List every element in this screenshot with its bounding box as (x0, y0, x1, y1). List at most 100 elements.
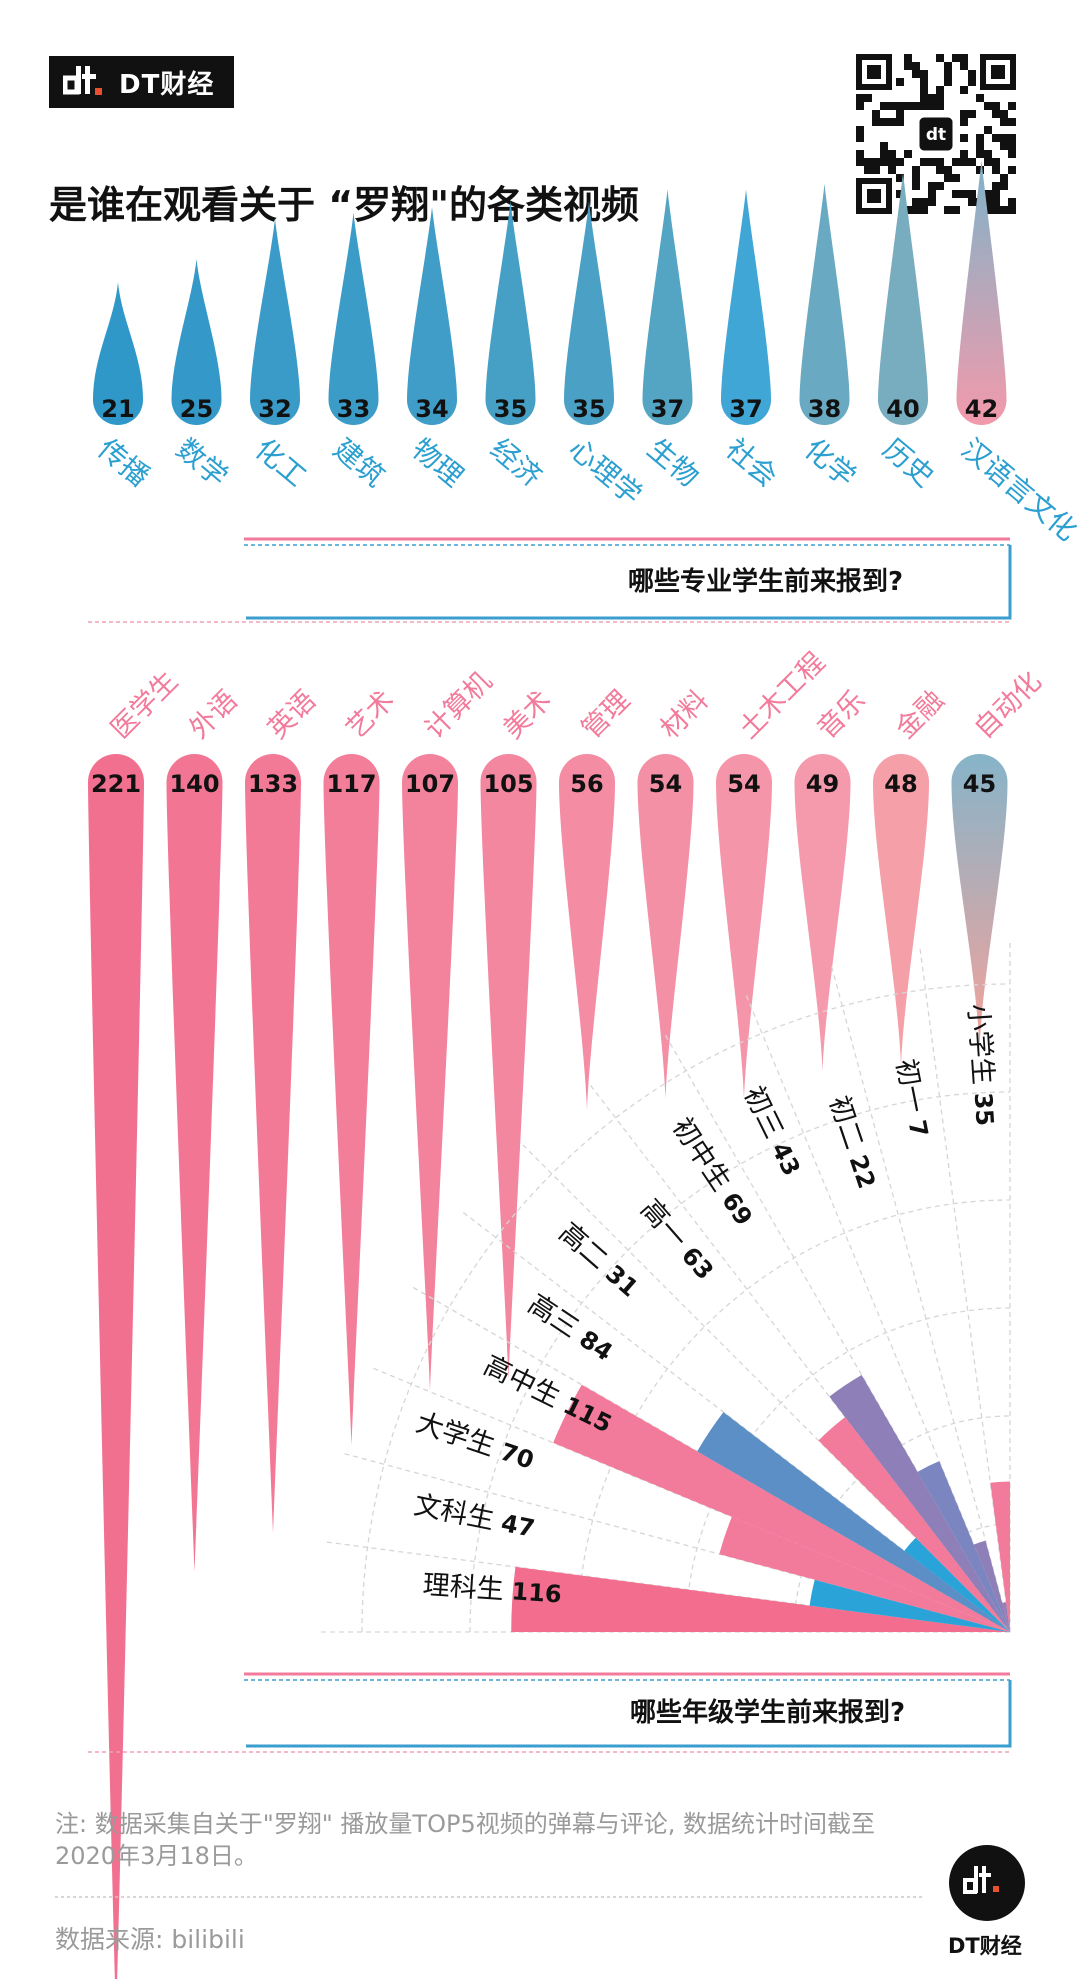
major-value-label: 33 (337, 395, 370, 423)
grade-value-label: 63 (676, 1242, 719, 1286)
bottom-brand-name: DT财经 (948, 1934, 1022, 1958)
fan-grid-spoke (521, 1143, 1011, 1633)
major-category-label: 化学 (798, 432, 862, 493)
major-category-label: 土木工程 (733, 647, 831, 745)
major-teardrop (799, 183, 850, 425)
major-value-label: 140 (169, 770, 219, 798)
major-category-label: 自动化 (969, 666, 1048, 745)
grade-category-label: 理科生 (422, 1570, 505, 1606)
grade-category-label: 高一 (634, 1194, 693, 1255)
major-value-label: 34 (415, 395, 448, 423)
major-category-label: 心理学 (563, 432, 649, 511)
grade-value-label: 43 (766, 1138, 806, 1180)
major-teardrop (93, 282, 143, 425)
grade-category-label: 初中生 (666, 1112, 737, 1197)
major-teardrop (171, 259, 222, 425)
grade-category-label: 高二 (553, 1217, 614, 1276)
brand-badge: DT财经 (49, 56, 234, 108)
grade-category-label: 小学生 (962, 1003, 998, 1086)
fan-grid-spoke (919, 947, 1011, 1633)
major-value-label: 37 (651, 395, 684, 423)
major-category-label: 医学生 (105, 666, 184, 745)
major-value-label: 54 (727, 770, 760, 798)
grade-label-group: 文科生 47 (411, 1490, 537, 1543)
fan-grid-arc (793, 1415, 1011, 1633)
major-value-label: 221 (91, 770, 141, 798)
data-source: 数据来源: bilibili (55, 1925, 245, 1954)
fan-grid-spoke (830, 965, 1011, 1633)
grade-value-label: 31 (600, 1259, 644, 1302)
major-value-label: 54 (649, 770, 682, 798)
grade-label-group: 理科生 116 (422, 1570, 563, 1609)
grade-wedge (697, 1412, 1010, 1632)
major-teardrop (245, 754, 301, 1534)
major-teardrop (878, 172, 928, 425)
grade-category-label: 高三 (522, 1289, 584, 1345)
major-teardrop (642, 189, 693, 425)
qr-code-icon: dt (856, 54, 1016, 214)
major-teardrop (559, 754, 615, 1110)
major-value-label: 133 (248, 770, 298, 798)
grade-wedge (829, 1375, 1010, 1632)
grade-value-label: 35 (969, 1092, 999, 1127)
major-teardrop (716, 754, 772, 1099)
grade-wedge (553, 1384, 1010, 1632)
major-value-label: 21 (101, 395, 134, 423)
banner-1-title: 哪些专业学生前来报到? (628, 567, 904, 597)
major-value-label: 35 (494, 395, 527, 423)
major-category-label: 汉语言文化 (955, 432, 1080, 547)
svg-text:dt: dt (926, 125, 946, 145)
fan-grid-spoke (745, 994, 1011, 1633)
grade-category-label: 初一 (890, 1057, 931, 1116)
grade-value-label: 47 (499, 1509, 537, 1543)
major-category-label: 社会 (720, 432, 784, 493)
major-category-label: 金融 (890, 685, 950, 745)
grade-category-label: 高中生 (479, 1350, 565, 1414)
grade-wedge (719, 1516, 1010, 1632)
banner-2-title: 哪些年级学生前来报到? (630, 1698, 906, 1728)
fan-grid-spoke (343, 1452, 1011, 1633)
major-teardrop (956, 160, 1007, 425)
grade-wedge (990, 1481, 1010, 1632)
major-value-label: 35 (572, 395, 605, 423)
grade-category-label: 初二 (823, 1092, 870, 1153)
grade-value-label: 116 (511, 1577, 563, 1608)
major-category-label: 音乐 (812, 685, 872, 745)
grade-value-label: 70 (497, 1438, 538, 1475)
grade-wedge (973, 1540, 1010, 1632)
major-value-label: 107 (405, 770, 455, 798)
grade-wedge (904, 1537, 1010, 1632)
major-category-label: 生物 (641, 432, 705, 493)
major-category-label: 化工 (249, 432, 313, 493)
major-teardrop (637, 754, 694, 1099)
major-teardrop (402, 754, 458, 1391)
major-teardrop (873, 754, 929, 1066)
major-teardrop (407, 206, 457, 425)
major-category-label: 计算机 (419, 666, 498, 745)
grade-label-group: 初一7 (890, 1057, 934, 1140)
grade-wedge (1002, 1602, 1010, 1632)
major-value-label: 37 (729, 395, 762, 423)
major-category-label: 历史 (877, 432, 941, 493)
major-value-label: 32 (258, 395, 291, 423)
major-category-label: 外语 (184, 685, 244, 745)
major-value-label: 45 (963, 770, 996, 798)
major-value-label: 117 (326, 770, 376, 798)
grade-wedge (917, 1461, 1010, 1632)
grade-value-label: 84 (574, 1325, 617, 1367)
grade-category-label: 初三 (737, 1081, 789, 1143)
banner-2 (88, 1672, 1012, 1753)
major-category-label: 材料 (655, 685, 715, 745)
fan-grid-spoke (589, 1084, 1011, 1633)
major-teardrop (480, 754, 537, 1380)
grade-value-label: 7 (903, 1118, 934, 1140)
major-teardrop (328, 212, 379, 425)
grade-category-label: 文科生 (411, 1490, 496, 1536)
grade-wedge (511, 1566, 1010, 1632)
major-teardrop (794, 754, 851, 1072)
